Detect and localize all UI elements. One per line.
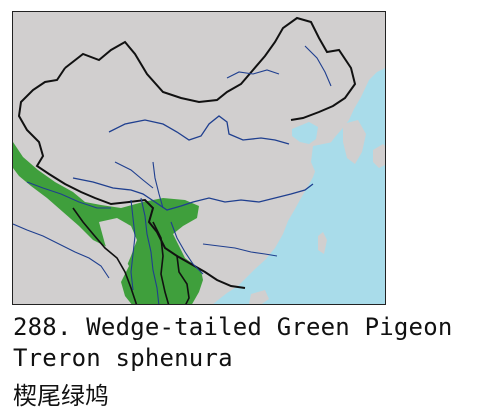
national-border-west — [17, 67, 246, 289]
caption-number-name: 288. Wedge-tailed Green Pigeon — [13, 313, 453, 341]
range-map — [12, 11, 386, 305]
bohai-sea — [292, 122, 318, 144]
chinese-name: 楔尾绿鸠 — [13, 382, 109, 410]
river-mekong — [140, 197, 160, 304]
river-upper-1 — [114, 161, 154, 189]
river-salween — [130, 199, 136, 291]
species-number: 288. — [13, 313, 72, 341]
river-amur — [226, 69, 280, 79]
scientific-name: Treron sphenura — [13, 344, 233, 372]
river-yangtze — [72, 177, 314, 211]
hainan-island — [249, 290, 269, 304]
national-border-south-1 — [72, 207, 138, 304]
national-border-south-3 — [176, 255, 190, 304]
english-name: Wedge-tailed Green Pigeon — [86, 313, 453, 341]
korea-peninsula — [343, 120, 366, 164]
yellow-sea — [311, 142, 340, 176]
national-border-main — [64, 16, 357, 121]
national-border-south-2 — [152, 221, 170, 304]
taiwan-island — [318, 232, 327, 254]
river-upper-2 — [152, 161, 164, 209]
river-brahmaputra — [26, 181, 111, 209]
range-gap — [99, 218, 137, 272]
river-red — [170, 221, 204, 275]
range-map-svg — [13, 12, 385, 304]
river-northeast — [304, 45, 332, 87]
river-yellow — [108, 115, 290, 145]
river-ganges — [13, 223, 110, 279]
japan-islands — [373, 144, 385, 168]
river-pearl — [202, 243, 278, 257]
